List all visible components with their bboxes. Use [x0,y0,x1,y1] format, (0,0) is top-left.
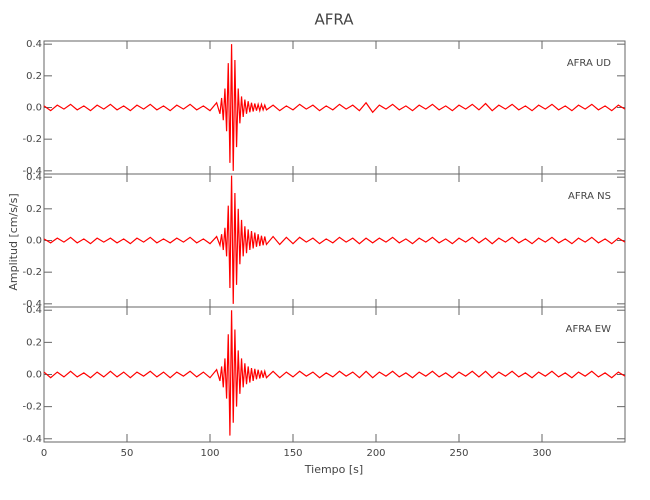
y-tick-label: 0.4 [26,39,42,50]
waveform [43,175,626,304]
y-tick-label: -0.4 [22,166,42,177]
chart-title: AFRA [315,11,355,29]
waveform [43,310,626,436]
y-tick-label: -0.2 [22,134,42,145]
y-tick-label: 0.0 [26,370,42,381]
x-tick-label: 250 [449,448,468,459]
panel-annotation: AFRA EW [566,324,611,335]
x-tick-label: 150 [283,448,302,459]
panel-frame [43,173,626,308]
y-tick-label: -0.2 [22,402,42,413]
y-tick-label: 0.4 [26,305,42,316]
panel-frame [43,40,626,175]
x-tick-label: 50 [121,448,134,459]
y-axis-label: Amplitud [cm/s/s] [7,193,20,290]
y-tick-label: 0.0 [26,103,42,114]
y-tick-label: -0.2 [22,267,42,278]
y-tick-label: 0.2 [26,337,42,348]
y-tick-label: -0.4 [22,299,42,310]
x-axis-label: Tiempo [s] [304,463,363,476]
y-tick-label: 0.2 [26,71,42,82]
x-tick-label: 200 [366,448,385,459]
panel-annotation: AFRA NS [568,191,611,202]
x-tick-label: 0 [41,448,47,459]
y-tick-label: 0.4 [26,172,42,183]
x-tick-label: 300 [532,448,551,459]
y-tick-label: -0.4 [22,434,42,445]
y-tick-label: 0.2 [26,204,42,215]
waveform [43,44,626,171]
panel-annotation: AFRA UD [567,58,611,69]
x-tick-label: 100 [200,448,219,459]
panel-frame [43,306,626,443]
y-tick-label: 0.0 [26,236,42,247]
